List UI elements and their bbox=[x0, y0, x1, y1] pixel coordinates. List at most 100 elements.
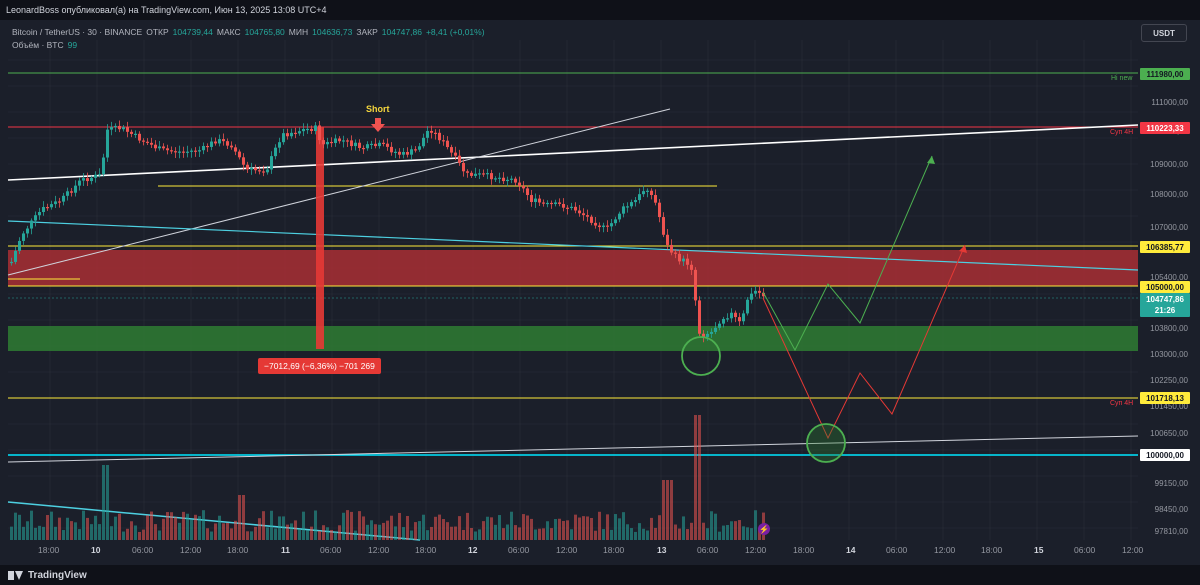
volume-bar bbox=[466, 512, 469, 540]
candle-body bbox=[314, 125, 317, 131]
candle-body bbox=[346, 140, 349, 142]
candle-body bbox=[506, 179, 509, 182]
time-axis-label: 10 bbox=[91, 545, 101, 555]
volume-bar bbox=[410, 530, 413, 540]
candle-body bbox=[130, 131, 133, 134]
time-axis-label: 18:00 bbox=[38, 545, 60, 555]
volume-bar bbox=[346, 510, 349, 540]
candle-body bbox=[662, 217, 665, 235]
candle-body bbox=[530, 195, 533, 203]
volume-bar bbox=[598, 511, 601, 540]
white-trendline-thin bbox=[7, 108, 671, 276]
candle-body bbox=[222, 139, 225, 142]
volume-bar bbox=[374, 524, 377, 540]
volume-bar bbox=[494, 524, 497, 540]
candle-body bbox=[50, 204, 53, 208]
symbol-name[interactable]: Bitcoin / TetherUS · 30 · BINANCE bbox=[12, 27, 143, 37]
volume-bar bbox=[502, 528, 505, 540]
volume-bar bbox=[438, 514, 441, 540]
candle-body bbox=[294, 132, 297, 135]
chart-grid bbox=[8, 40, 1138, 540]
volume-bar bbox=[698, 415, 701, 540]
candle-body bbox=[122, 127, 125, 130]
candle-body bbox=[382, 142, 385, 144]
volume-bar bbox=[586, 516, 589, 540]
candle-body bbox=[574, 206, 577, 211]
volume-bar bbox=[486, 516, 489, 540]
volume-bar bbox=[634, 531, 637, 540]
volume-bar bbox=[510, 511, 513, 540]
volume-bar bbox=[230, 528, 233, 540]
time-axis-label: 13 bbox=[657, 545, 667, 555]
volume-value: 99 bbox=[67, 40, 78, 50]
candle-body bbox=[14, 250, 17, 262]
candle-body bbox=[738, 317, 741, 322]
candle-body bbox=[590, 216, 593, 223]
volume-bar bbox=[386, 520, 389, 540]
red-projection bbox=[762, 244, 966, 440]
volume-bar bbox=[554, 519, 557, 540]
volume-bar bbox=[342, 512, 345, 540]
volume-bar bbox=[754, 510, 757, 540]
candle-body bbox=[702, 333, 705, 337]
white-trendline-upper bbox=[7, 124, 1139, 181]
candle-body bbox=[206, 145, 209, 148]
volume-bar bbox=[430, 526, 433, 540]
volume-bar bbox=[38, 525, 41, 540]
volume-bar bbox=[194, 514, 197, 540]
candle-body bbox=[62, 195, 65, 202]
candle-body bbox=[10, 261, 13, 264]
volume-bar bbox=[674, 524, 677, 540]
candle-body bbox=[658, 202, 661, 218]
candle-body bbox=[230, 145, 233, 148]
volume-bar bbox=[646, 530, 649, 540]
volume-bar bbox=[358, 511, 361, 540]
candle-body bbox=[190, 150, 193, 152]
candle-body bbox=[166, 148, 169, 151]
lightning-icon[interactable]: ⚡ bbox=[758, 523, 770, 535]
time-axis-label: 06:00 bbox=[508, 545, 530, 555]
candle-body bbox=[310, 128, 313, 131]
time-axis-label: 11 bbox=[281, 545, 290, 555]
volume-bar bbox=[226, 522, 229, 540]
volume-bar bbox=[130, 521, 133, 540]
candle-body bbox=[234, 147, 237, 152]
candle-body bbox=[238, 151, 241, 158]
time-axis-label: 06:00 bbox=[132, 545, 154, 555]
candle-body bbox=[434, 132, 437, 134]
volume-bar bbox=[138, 531, 141, 540]
candle-body bbox=[374, 143, 377, 147]
price-chart[interactable] bbox=[0, 20, 1200, 565]
candle-body bbox=[554, 202, 557, 205]
volume-bar bbox=[314, 510, 317, 540]
candle-body bbox=[242, 157, 245, 165]
candle-body bbox=[282, 133, 285, 143]
time-axis-label: 12:00 bbox=[1122, 545, 1144, 555]
price-axis-label: 98450,00 bbox=[1154, 505, 1188, 514]
volume-bar bbox=[394, 526, 397, 540]
short-arrow-icon bbox=[371, 118, 385, 132]
candle-body bbox=[630, 202, 633, 207]
volume-bar bbox=[746, 527, 749, 540]
volume-label[interactable]: Объём · BTC bbox=[12, 40, 64, 50]
volume-bar bbox=[406, 515, 409, 540]
volume-bar bbox=[270, 510, 273, 540]
price-axis-label: 109000,00 bbox=[1150, 160, 1188, 169]
volume-bar bbox=[402, 527, 405, 540]
volume-bar bbox=[594, 530, 597, 540]
currency-button[interactable]: USDT bbox=[1141, 24, 1187, 42]
volume-bar bbox=[86, 517, 89, 540]
candle-body bbox=[538, 198, 541, 203]
volume-bar bbox=[322, 525, 325, 540]
volume-bar bbox=[654, 527, 657, 540]
chart-area[interactable] bbox=[0, 20, 1200, 565]
volume-bar bbox=[114, 516, 117, 540]
volume-bar bbox=[14, 512, 17, 540]
candle-body bbox=[214, 141, 217, 144]
candle-body bbox=[478, 173, 481, 175]
volume-bar bbox=[330, 529, 333, 540]
candle-body bbox=[670, 244, 673, 253]
volume-bar bbox=[102, 465, 105, 540]
candle-body bbox=[462, 162, 465, 172]
volume-bar bbox=[90, 524, 93, 540]
